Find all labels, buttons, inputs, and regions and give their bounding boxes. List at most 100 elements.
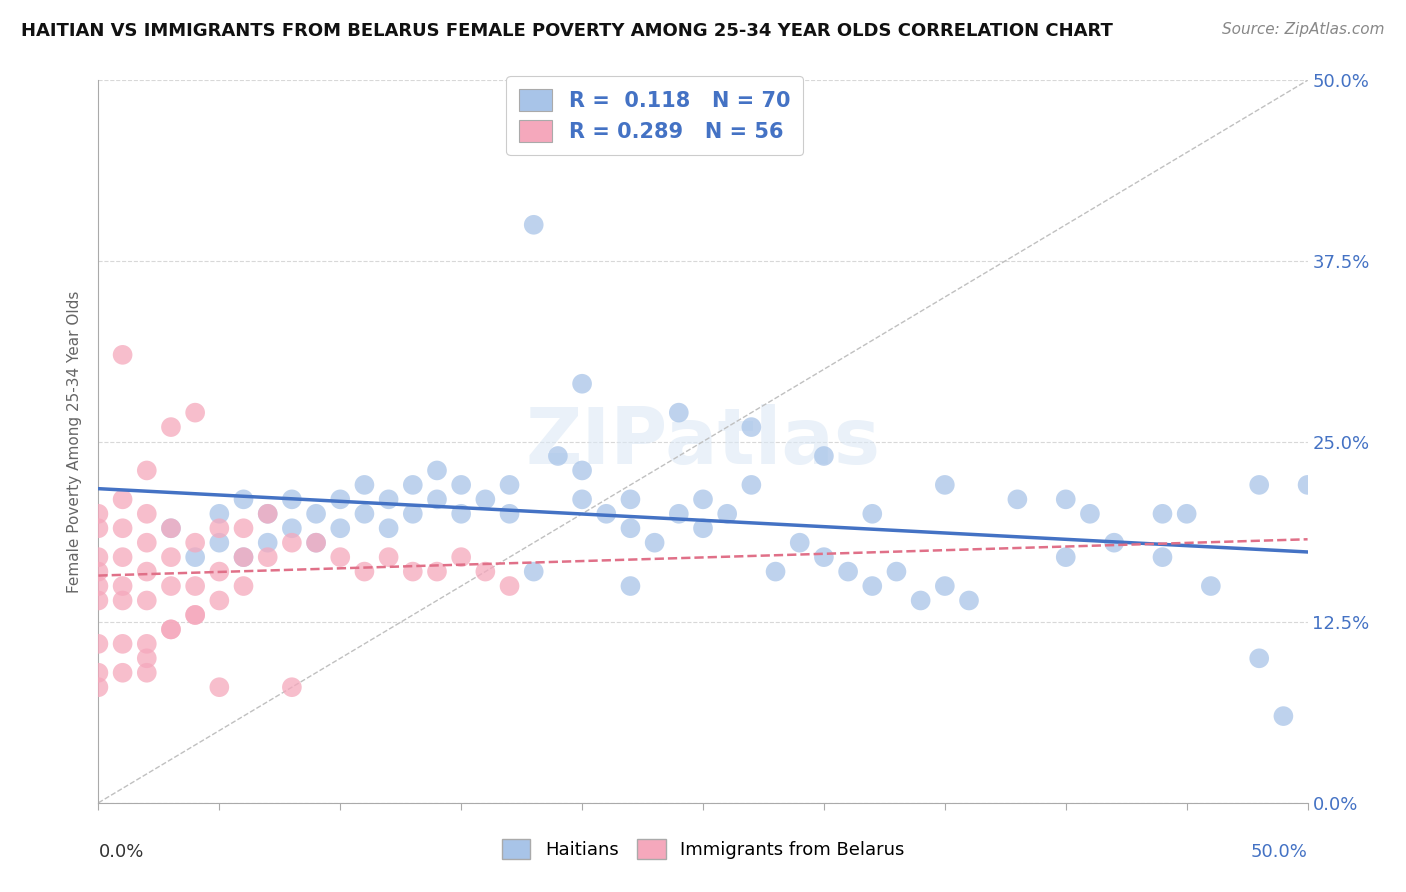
- Point: [377, 550, 399, 565]
- Point: [1249, 651, 1271, 665]
- Point: [523, 565, 546, 579]
- Point: [87, 579, 110, 593]
- Point: [813, 449, 835, 463]
- Point: [160, 420, 183, 434]
- Point: [910, 593, 932, 607]
- Point: [547, 449, 569, 463]
- Point: [87, 521, 110, 535]
- Point: [87, 507, 110, 521]
- Point: [402, 565, 425, 579]
- Point: [1102, 535, 1125, 549]
- Point: [353, 507, 375, 521]
- Point: [256, 507, 278, 521]
- Point: [184, 406, 207, 420]
- Point: [498, 579, 520, 593]
- Point: [184, 550, 207, 565]
- Point: [595, 507, 617, 521]
- Point: [1054, 492, 1077, 507]
- Point: [111, 579, 134, 593]
- Point: [329, 492, 352, 507]
- Point: [474, 565, 496, 579]
- Point: [87, 680, 110, 694]
- Point: [160, 623, 183, 637]
- Point: [232, 492, 254, 507]
- Point: [377, 521, 399, 535]
- Point: [523, 218, 546, 232]
- Point: [281, 680, 304, 694]
- Point: [498, 507, 520, 521]
- Point: [353, 478, 375, 492]
- Point: [111, 550, 134, 565]
- Point: [402, 478, 425, 492]
- Point: [305, 507, 328, 521]
- Point: [668, 406, 690, 420]
- Point: [232, 550, 254, 565]
- Point: [619, 579, 641, 593]
- Point: [111, 521, 134, 535]
- Point: [160, 579, 183, 593]
- Point: [571, 376, 593, 391]
- Point: [135, 535, 157, 549]
- Point: [208, 521, 231, 535]
- Point: [281, 492, 304, 507]
- Point: [1296, 478, 1319, 492]
- Point: [135, 463, 157, 477]
- Point: [111, 637, 134, 651]
- Point: [111, 492, 134, 507]
- Point: [135, 651, 157, 665]
- Point: [160, 521, 183, 535]
- Point: [135, 637, 157, 651]
- Point: [740, 420, 762, 434]
- Point: [232, 579, 254, 593]
- Point: [160, 550, 183, 565]
- Point: [886, 565, 908, 579]
- Point: [1152, 507, 1174, 521]
- Point: [87, 637, 110, 651]
- Point: [450, 550, 472, 565]
- Point: [184, 535, 207, 549]
- Point: [619, 521, 641, 535]
- Point: [87, 550, 110, 565]
- Point: [716, 507, 738, 521]
- Point: [111, 593, 134, 607]
- Text: Source: ZipAtlas.com: Source: ZipAtlas.com: [1222, 22, 1385, 37]
- Point: [1272, 709, 1295, 723]
- Point: [860, 579, 883, 593]
- Point: [208, 565, 231, 579]
- Point: [619, 492, 641, 507]
- Point: [377, 492, 399, 507]
- Point: [208, 593, 231, 607]
- Point: [765, 565, 787, 579]
- Point: [135, 565, 157, 579]
- Point: [426, 492, 449, 507]
- Point: [668, 507, 690, 521]
- Point: [837, 565, 859, 579]
- Point: [498, 478, 520, 492]
- Point: [256, 550, 278, 565]
- Point: [474, 492, 496, 507]
- Point: [184, 579, 207, 593]
- Y-axis label: Female Poverty Among 25-34 Year Olds: Female Poverty Among 25-34 Year Olds: [67, 291, 83, 592]
- Point: [329, 550, 352, 565]
- Point: [353, 565, 375, 579]
- Point: [184, 607, 207, 622]
- Point: [789, 535, 811, 549]
- Point: [232, 550, 254, 565]
- Point: [1054, 550, 1077, 565]
- Text: ZIPatlas: ZIPatlas: [526, 403, 880, 480]
- Point: [256, 507, 278, 521]
- Point: [208, 507, 231, 521]
- Point: [305, 535, 328, 549]
- Point: [450, 507, 472, 521]
- Point: [1152, 550, 1174, 565]
- Point: [571, 492, 593, 507]
- Point: [184, 607, 207, 622]
- Point: [1199, 579, 1222, 593]
- Point: [87, 665, 110, 680]
- Point: [402, 507, 425, 521]
- Point: [135, 665, 157, 680]
- Legend: Haitians, Immigrants from Belarus: Haitians, Immigrants from Belarus: [495, 831, 911, 866]
- Text: 0.0%: 0.0%: [98, 843, 143, 861]
- Point: [644, 535, 666, 549]
- Point: [281, 521, 304, 535]
